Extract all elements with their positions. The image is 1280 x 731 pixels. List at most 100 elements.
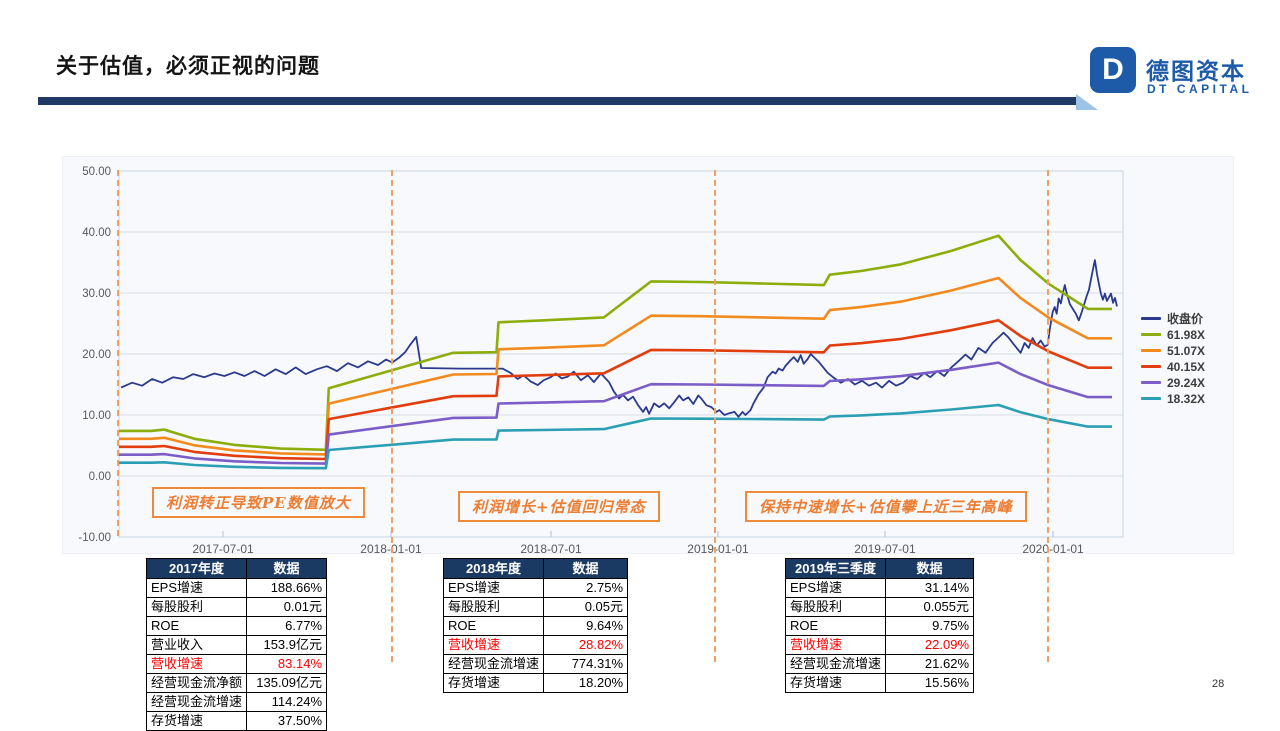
table-row: EPS增速 188.66% bbox=[145, 578, 328, 598]
table-header-cell: 数据 bbox=[246, 558, 328, 579]
table-metric-label: 营收增速 bbox=[442, 635, 545, 655]
page-title: 关于估值，必须正视的问题 bbox=[56, 55, 320, 78]
x-axis-label: 2019-01-01 bbox=[687, 542, 749, 555]
legend-swatch bbox=[1141, 381, 1161, 384]
table-metric-value: 22.09% bbox=[885, 635, 975, 655]
table-row: 经营现金流净额 135.09亿元 bbox=[145, 673, 328, 693]
table-row: 存货增速 37.50% bbox=[145, 711, 328, 731]
financial-table-2018: 2018年度 数据 EPS增速 2.75% 每股股利 0.05元 ROE 9.64% 营收增速 2… bbox=[442, 558, 629, 693]
legend-label: 29.24X bbox=[1167, 375, 1206, 390]
table-row: 营业收入 153.9亿元 bbox=[145, 635, 328, 655]
legend-item: 61.98X bbox=[1141, 328, 1205, 342]
dashed-guide-line bbox=[713, 170, 716, 662]
pe-line-40.15X bbox=[119, 319, 1112, 461]
table-metric-value: 188.66% bbox=[246, 578, 328, 598]
y-axis-label: -10.00 bbox=[78, 532, 111, 544]
table-metric-label: 每股股利 bbox=[442, 597, 545, 617]
price-line bbox=[120, 259, 1118, 418]
y-axis-label: 40.00 bbox=[82, 227, 111, 239]
table-header-cell: 2018年度 bbox=[442, 558, 545, 579]
page-number: 28 bbox=[1212, 678, 1225, 690]
table-header-cell: 2017年度 bbox=[145, 558, 248, 579]
table-row: 经营现金流增速 114.24% bbox=[145, 692, 328, 712]
legend-item: 51.07X bbox=[1141, 343, 1206, 358]
table-metric-label: ROE bbox=[784, 616, 887, 636]
x-axis-label: 2017-07-01 bbox=[192, 542, 254, 555]
legend-label: 18.32X bbox=[1167, 391, 1206, 406]
annotation-box-3: 保持中速增长+估值攀上近三年高峰 bbox=[745, 491, 1027, 522]
table-metric-label: EPS增速 bbox=[442, 578, 545, 598]
y-axis-label: 30.00 bbox=[82, 288, 111, 300]
table-metric-label: 经营现金流增速 bbox=[784, 654, 887, 674]
table-metric-label: ROE bbox=[442, 616, 545, 636]
table-row: EPS增速 31.14% bbox=[784, 578, 975, 598]
table-metric-label: 存货增速 bbox=[784, 673, 887, 693]
legend-swatch bbox=[1141, 333, 1161, 336]
table-metric-label: EPS增速 bbox=[145, 578, 248, 598]
table-metric-label: 经营现金流增速 bbox=[442, 654, 545, 674]
table-metric-value: 6.77% bbox=[246, 616, 328, 636]
legend-swatch bbox=[1141, 349, 1161, 352]
legend-swatch bbox=[1141, 397, 1161, 400]
legend-swatch bbox=[1141, 317, 1161, 320]
table-row: 经营现金流增速 774.31% bbox=[442, 654, 629, 674]
legend-item: 29.24X bbox=[1141, 375, 1206, 390]
table-metric-value: 0.055元 bbox=[885, 597, 975, 617]
pe-line-18.32X bbox=[119, 403, 1112, 470]
financial-table-2017: 2017年度 数据 EPS增速 188.66% 每股股利 0.01元 ROE 6.77% 营业收… bbox=[145, 558, 328, 731]
plot-border bbox=[118, 170, 1124, 538]
y-axis-label: 50.00 bbox=[82, 166, 111, 178]
table-metric-value: 9.64% bbox=[543, 616, 629, 636]
table-row: 存货增速 15.56% bbox=[784, 673, 975, 693]
table-row: 每股股利 0.055元 bbox=[784, 597, 975, 617]
table-metric-label: 存货增速 bbox=[145, 711, 248, 731]
legend-swatch bbox=[1141, 365, 1161, 368]
table-metric-value: 2.75% bbox=[543, 578, 629, 598]
title-underline-bar bbox=[38, 97, 1087, 105]
table-metric-value: 21.62% bbox=[885, 654, 975, 674]
x-axis-label: 2020-01-01 bbox=[1022, 542, 1084, 555]
table-row: 营收增速 28.82% bbox=[442, 635, 629, 655]
pe-line-61.98X bbox=[119, 234, 1112, 452]
table-metric-label: 存货增速 bbox=[442, 673, 545, 693]
table-metric-value: 83.14% bbox=[246, 654, 328, 674]
table-header-cell: 数据 bbox=[543, 558, 629, 579]
table-row: EPS增速 2.75% bbox=[442, 578, 629, 598]
legend-item: 18.32X bbox=[1141, 391, 1206, 406]
x-axis-label: 2019-07-01 bbox=[854, 542, 916, 555]
dashed-guide-line bbox=[1047, 170, 1049, 662]
annotation-box-1: 利润转正导致PE数值放大 bbox=[152, 487, 365, 518]
table-metric-value: 774.31% bbox=[543, 654, 629, 674]
logo-company-name-cn: 德图资本 bbox=[1146, 58, 1246, 84]
logo-company-name-en: DT CAPITAL bbox=[1147, 82, 1253, 96]
table-metric-label: 营收增速 bbox=[784, 635, 887, 655]
table-metric-value: 0.01元 bbox=[246, 597, 328, 617]
table-row: ROE 6.77% bbox=[145, 616, 328, 636]
table-metric-label: 营业收入 bbox=[145, 635, 248, 655]
dt-capital-logo-icon: D bbox=[1090, 47, 1136, 93]
annotation-box-2: 利润增长+估值回归常态 bbox=[458, 491, 660, 522]
pe-band-chart-canvas: 50.00 40.00 30.00 20.00 10.00 0.00 -10.00 2017-… bbox=[78, 166, 1124, 555]
table-metric-label: 每股股利 bbox=[145, 597, 248, 617]
y-axis-label: 10.00 bbox=[82, 410, 111, 422]
table-row: 营收增速 22.09% bbox=[784, 635, 975, 655]
pe-line-29.24X bbox=[119, 361, 1112, 465]
legend-label: 51.07X bbox=[1167, 343, 1206, 358]
table-row: 每股股利 0.01元 bbox=[145, 597, 328, 617]
table-metric-value: 31.14% bbox=[885, 578, 975, 598]
table-header-cell: 数据 bbox=[885, 558, 975, 579]
dashed-guide-line bbox=[390, 170, 393, 662]
table-row: ROE 9.75% bbox=[784, 616, 975, 636]
table-metric-value: 0.05元 bbox=[543, 597, 629, 617]
y-axis-label: 20.00 bbox=[82, 349, 111, 361]
table-metric-value: 15.56% bbox=[885, 673, 975, 693]
table-metric-label: EPS增速 bbox=[784, 578, 887, 598]
table-metric-value: 153.9亿元 bbox=[246, 635, 328, 655]
table-header-cell: 2019年三季度 bbox=[784, 558, 887, 579]
table-metric-label: 经营现金流增速 bbox=[145, 692, 248, 712]
legend-item: 40.15X bbox=[1141, 360, 1205, 374]
table-metric-value: 37.50% bbox=[246, 711, 328, 731]
legend-label: 收盘价 bbox=[1167, 312, 1204, 326]
financial-table: 2018年度 数据 EPS增速 2.75% 每股股利 0.05元 ROE 9.64% 营收增速 2… bbox=[442, 558, 629, 693]
dashed-guide-line bbox=[117, 170, 119, 536]
